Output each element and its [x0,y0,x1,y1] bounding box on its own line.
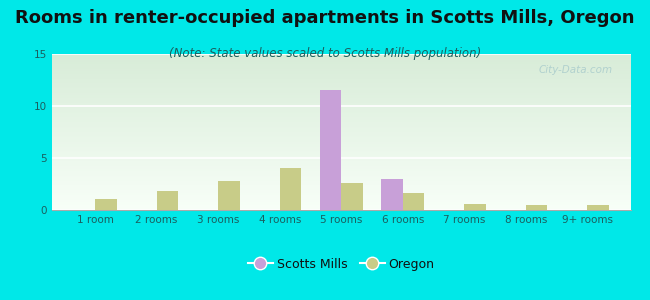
Bar [95,199,116,210]
Bar [218,181,240,210]
Text: Rooms in renter-occupied apartments in Scotts Mills, Oregon: Rooms in renter-occupied apartments in S… [15,9,635,27]
Bar [341,183,363,210]
Bar [157,191,178,210]
Bar [382,179,403,210]
Bar [464,204,486,210]
Text: City-Data.com: City-Data.com [539,65,613,75]
Bar [280,168,301,210]
Bar [320,90,341,210]
Text: (Note: State values scaled to Scotts Mills population): (Note: State values scaled to Scotts Mil… [169,46,481,59]
Legend: Scotts Mills, Oregon: Scotts Mills, Oregon [243,253,439,275]
Bar [403,194,424,210]
Bar [526,205,547,210]
Bar [588,205,609,210]
